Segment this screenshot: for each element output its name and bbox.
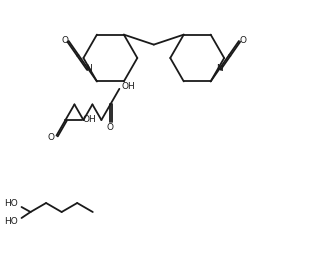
Text: O: O <box>239 37 246 46</box>
Text: O: O <box>61 37 68 46</box>
Text: N: N <box>85 64 91 73</box>
Text: O: O <box>107 123 114 132</box>
Text: OH: OH <box>121 82 135 91</box>
Text: HO: HO <box>4 199 18 208</box>
Text: HO: HO <box>4 218 18 227</box>
Text: OH: OH <box>83 115 96 124</box>
Text: O: O <box>48 133 55 142</box>
Text: N: N <box>216 64 223 73</box>
